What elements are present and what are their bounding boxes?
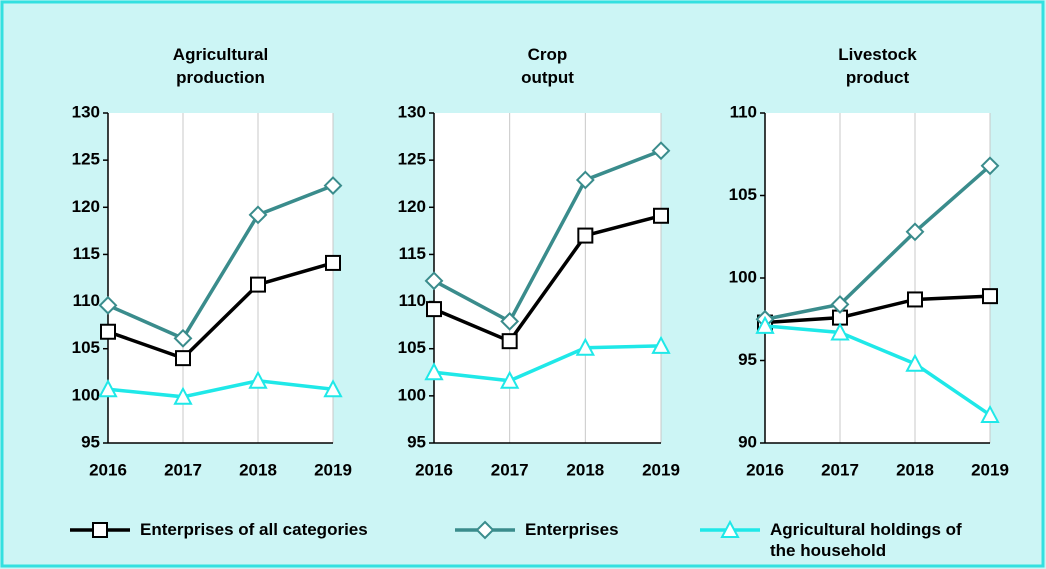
marker <box>651 141 671 161</box>
legend-label: Enterprises of all categories <box>140 520 368 539</box>
y-tick-label: 100 <box>72 385 100 404</box>
marker <box>248 370 268 389</box>
y-tick-label: 130 <box>398 102 426 121</box>
y-tick-label: 115 <box>73 244 100 263</box>
marker <box>651 335 671 354</box>
y-tick-label: 110 <box>73 291 100 310</box>
y-tick-label: 95 <box>407 432 426 451</box>
x-tick-label: 2016 <box>89 460 127 479</box>
x-tick-label: 2017 <box>491 460 529 479</box>
marker <box>325 254 341 271</box>
x-tick-label: 2016 <box>415 460 453 479</box>
x-tick-label: 2018 <box>239 460 277 479</box>
y-tick-label: 105 <box>729 185 757 204</box>
y-tick-label: 130 <box>72 102 100 121</box>
marker <box>424 271 444 291</box>
y-tick-label: 110 <box>730 102 757 121</box>
series-line <box>107 379 334 399</box>
marker <box>830 322 850 341</box>
series-line <box>764 294 991 325</box>
marker <box>905 353 925 372</box>
series-line <box>433 214 662 344</box>
marker <box>323 379 343 398</box>
marker <box>426 301 442 318</box>
marker <box>755 315 775 334</box>
marker <box>830 294 850 314</box>
legend-label: Agricultural holdings of the household <box>770 520 962 560</box>
marker <box>577 227 594 244</box>
y-tick-label: 90 <box>738 432 757 451</box>
marker <box>907 291 923 308</box>
marker <box>175 350 191 367</box>
marker <box>720 519 740 538</box>
y-tick-label: 125 <box>72 150 100 169</box>
y-tick-label: 110 <box>399 291 426 310</box>
series-line <box>107 183 334 341</box>
y-tick-label: 125 <box>398 150 426 169</box>
marker <box>575 170 595 190</box>
y-tick-label: 115 <box>399 244 426 263</box>
marker <box>475 520 495 540</box>
y-tick-label: 95 <box>738 350 757 369</box>
marker <box>982 288 998 305</box>
marker <box>980 156 1000 176</box>
series-line <box>764 164 992 321</box>
marker <box>499 370 520 389</box>
y-tick-label: 105 <box>398 338 426 357</box>
marker <box>424 362 444 381</box>
series-line <box>107 261 334 361</box>
y-tick-label: 100 <box>729 267 757 286</box>
y-tick-label: 100 <box>398 385 426 404</box>
marker <box>980 404 1000 423</box>
x-tick-label: 2017 <box>821 460 859 479</box>
chart-title: Crop output <box>521 45 574 87</box>
y-tick-label: 95 <box>81 432 100 451</box>
marker <box>653 207 669 224</box>
x-tick-label: 2019 <box>642 460 680 479</box>
y-tick-label: 120 <box>398 197 426 216</box>
x-tick-label: 2019 <box>971 460 1009 479</box>
marker <box>248 205 268 225</box>
series-line <box>433 344 662 383</box>
series-line <box>764 324 991 417</box>
marker <box>98 295 118 315</box>
marker <box>250 276 266 293</box>
x-tick-label: 2016 <box>746 460 784 479</box>
x-tick-label: 2017 <box>164 460 202 479</box>
marker <box>173 386 193 405</box>
chart-title: Livestock product <box>838 45 917 87</box>
marker <box>501 333 518 350</box>
marker <box>173 328 193 348</box>
y-tick-label: 105 <box>72 338 100 357</box>
x-tick-label: 2019 <box>314 460 352 479</box>
marker <box>575 337 595 356</box>
chart-title: Agricultural production <box>172 45 269 87</box>
y-tick-label: 120 <box>72 197 100 216</box>
marker <box>905 222 925 242</box>
x-tick-label: 2018 <box>896 460 934 479</box>
marker <box>323 176 343 196</box>
series-line <box>433 149 662 324</box>
marker <box>98 379 118 398</box>
marker <box>92 522 108 538</box>
legend-label: Enterprises <box>525 520 619 539</box>
marker <box>500 311 520 331</box>
marker <box>100 323 116 340</box>
plot-area <box>434 113 661 443</box>
x-tick-label: 2018 <box>566 460 604 479</box>
